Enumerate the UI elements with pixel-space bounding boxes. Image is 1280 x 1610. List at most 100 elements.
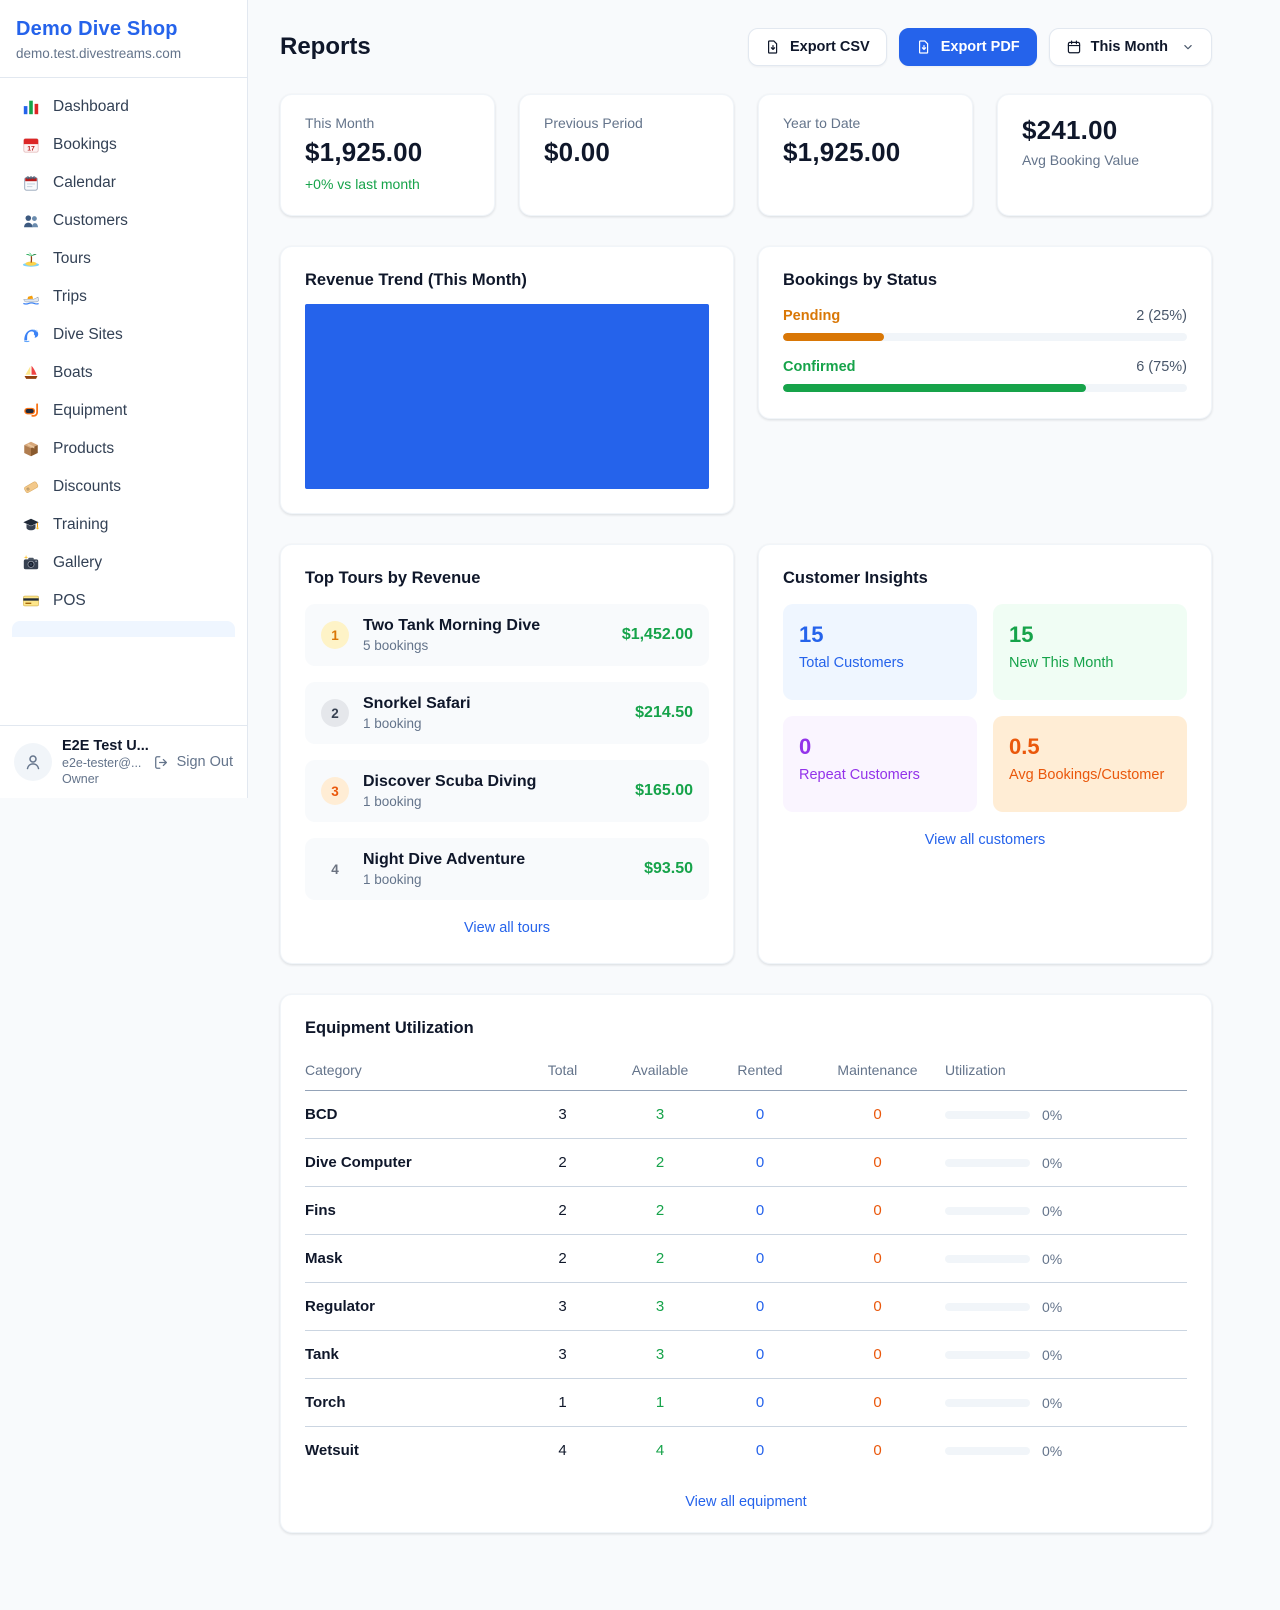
utilization-bar <box>945 1302 1030 1311</box>
sidebar-item-reports-partial[interactable] <box>12 621 235 637</box>
sidebar-item-tours[interactable]: Tours <box>12 240 235 278</box>
sidebar-item-dive-sites[interactable]: Dive Sites <box>12 316 235 354</box>
insight-label: Total Customers <box>799 655 904 671</box>
island-icon <box>22 250 40 268</box>
stat-delta: +0% vs last month <box>305 176 420 192</box>
utilization-bar <box>945 1158 1030 1167</box>
sidebar-item-boats[interactable]: Boats <box>12 354 235 392</box>
tour-amount: $1,452.00 <box>621 626 693 643</box>
stat-value: $0.00 <box>544 137 611 167</box>
total-cell: 4 <box>558 1442 567 1459</box>
sidebar-item-gallery[interactable]: Gallery <box>12 544 235 582</box>
column-header: Category <box>305 1052 515 1091</box>
page-title: Reports <box>280 33 371 60</box>
available-cell: 2 <box>610 1186 710 1235</box>
charts-row: Revenue Trend (This Month) Bookings by S… <box>280 246 1212 514</box>
status-value: 6 (75%) <box>1136 359 1187 375</box>
maintenance-cell: 0 <box>810 1282 945 1331</box>
utilization-pct: 0% <box>1042 1394 1063 1411</box>
export-csv-button[interactable]: Export CSV <box>747 28 887 66</box>
sidebar-item-bookings[interactable]: 17 Bookings <box>12 126 235 164</box>
speedboat-icon <box>22 288 40 306</box>
sidebar-item-trips[interactable]: Trips <box>12 278 235 316</box>
export-csv-label: Export CSV <box>789 39 870 55</box>
sidebar: Demo Dive Shop demo.test.divestreams.com… <box>0 0 248 798</box>
tag-icon <box>22 478 40 496</box>
tour-amount: $93.50 <box>644 860 693 877</box>
customer-insights-title: Customer Insights <box>783 569 928 587</box>
available-cell: 3 <box>610 1282 710 1331</box>
utilization-cell: 0% <box>945 1203 1187 1219</box>
tour-bookings: 1 booking <box>363 716 422 731</box>
insight-label: Avg Bookings/Customer <box>1009 767 1165 783</box>
sidebar-item-discounts[interactable]: Discounts <box>12 468 235 506</box>
utilization-cell: 0% <box>945 1251 1187 1267</box>
table-header-row: Category Total Available Rented Maintena… <box>305 1052 1187 1091</box>
category-cell: Tank <box>305 1330 515 1379</box>
tour-bookings: 1 booking <box>363 794 422 809</box>
view-all-tours-link[interactable]: View all tours <box>464 920 550 936</box>
utilization-pct: 0% <box>1042 1154 1063 1171</box>
customer-insights-card: Customer Insights 15 Total Customers 15 … <box>758 544 1212 964</box>
status-label: Pending <box>783 308 841 324</box>
view-all-customers-link[interactable]: View all customers <box>924 832 1046 848</box>
tour-row: 3 Discover Scuba Diving 1 booking $165.0… <box>305 760 709 822</box>
insight-tile-new-this-month: 15 New This Month <box>993 604 1187 700</box>
sidebar-item-label: Customers <box>53 212 128 229</box>
category-cell: Wetsuit <box>305 1442 359 1459</box>
table-row: Torch 1 1 0 0 0% <box>305 1378 1187 1427</box>
available-cell: 1 <box>610 1378 710 1427</box>
rank-badge: 2 <box>321 699 349 727</box>
export-pdf-button[interactable]: Export PDF <box>898 28 1037 66</box>
available-cell: 3 <box>610 1090 710 1139</box>
tour-row: 1 Two Tank Morning Dive 5 bookings $1,45… <box>305 604 709 666</box>
tour-bookings: 1 booking <box>363 872 422 887</box>
utilization-cell: 0% <box>945 1395 1187 1411</box>
sidebar-item-dashboard[interactable]: Dashboard <box>12 88 235 126</box>
equipment-utilization-title: Equipment Utilization <box>305 1019 474 1037</box>
utilization-pct: 0% <box>1042 1106 1063 1123</box>
table-row: BCD 3 3 0 0 0% <box>305 1090 1187 1139</box>
utilization-cell: 0% <box>945 1107 1187 1123</box>
user-role: Owner <box>62 772 99 786</box>
sidebar-item-equipment[interactable]: Equipment <box>12 392 235 430</box>
stat-value: $241.00 <box>1022 115 1118 145</box>
revenue-trend-bar <box>305 304 709 489</box>
tour-name: Discover Scuba Diving <box>363 773 537 790</box>
sidebar-item-pos[interactable]: POS <box>12 582 235 620</box>
view-all-equipment-link[interactable]: View all equipment <box>685 1494 807 1510</box>
sidebar-item-customers[interactable]: Customers <box>12 202 235 240</box>
maintenance-cell: 0 <box>873 1442 882 1459</box>
sidebar-item-label: Boats <box>53 364 93 381</box>
insights-row: Top Tours by Revenue 1 Two Tank Morning … <box>280 544 1212 964</box>
sidebar-item-training[interactable]: Training <box>12 506 235 544</box>
insight-value: 0.5 <box>1009 734 1040 759</box>
sidebar-header: Demo Dive Shop demo.test.divestreams.com <box>0 0 247 78</box>
sign-out-button[interactable]: Sign Out <box>153 754 233 771</box>
sidebar-nav: Dashboard 17 Bookings Calendar Customers… <box>0 78 247 725</box>
stat-card-avg-booking-value: $241.00 Avg Booking Value <box>997 94 1212 216</box>
sidebar-item-label: Training <box>53 516 109 533</box>
status-bar-fill <box>783 333 884 341</box>
status-value: 2 (25%) <box>1136 308 1187 324</box>
sidebar-item-calendar[interactable]: Calendar <box>12 164 235 202</box>
category-cell: BCD <box>305 1090 515 1139</box>
rented-cell: 0 <box>710 1138 810 1187</box>
sidebar-item-products[interactable]: Products <box>12 430 235 468</box>
sidebar-item-label: Gallery <box>53 554 103 571</box>
category-cell: Torch <box>305 1378 515 1427</box>
sidebar-item-label: Dashboard <box>53 98 129 115</box>
category-cell: Mask <box>305 1234 515 1283</box>
period-select[interactable]: This Month <box>1048 28 1212 66</box>
utilization-pct: 0% <box>1042 1346 1063 1363</box>
export-pdf-label: Export PDF <box>940 39 1020 55</box>
category-cell: Dive Computer <box>305 1138 515 1187</box>
people-icon <box>22 212 40 230</box>
rented-cell: 0 <box>710 1282 810 1331</box>
person-icon <box>26 755 40 770</box>
stats-row: This Month $1,925.00 +0% vs last month P… <box>280 94 1212 216</box>
table-row: Tank 3 3 0 0 0% <box>305 1330 1187 1379</box>
sidebar-item-label: Equipment <box>53 402 128 419</box>
sidebar-user-footer: E2E Test U... e2e-tester@... Owner Sign … <box>0 725 247 798</box>
wave-icon <box>22 326 40 344</box>
